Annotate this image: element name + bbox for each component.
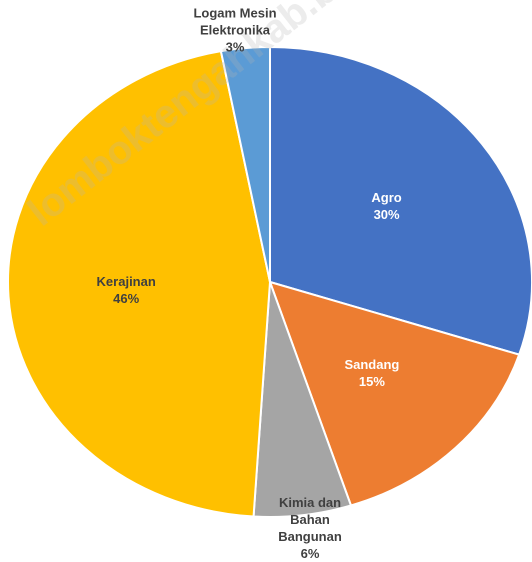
value-label: 46%	[113, 291, 140, 307]
category-label: Kerajinan	[96, 274, 156, 290]
slice-label: Agro 30%	[371, 189, 401, 223]
category-label: Logam Mesin Elektronika	[193, 5, 277, 38]
pie-slice	[7, 50, 272, 518]
value-label: 30%	[373, 207, 400, 223]
pie-slice	[269, 45, 532, 356]
category-label: Agro	[371, 190, 402, 206]
pie-slice	[219, 45, 271, 283]
slice-label: Kimia dan Bahan Bangunan 6%	[265, 494, 355, 562]
value-label: 6%	[300, 546, 320, 561]
slice-label: Sandang 15%	[344, 356, 399, 390]
category-label: Kimia dan Bahan Bangunan	[278, 495, 342, 544]
category-label: Sandang	[344, 357, 400, 373]
slice-label: Logam Mesin Elektronika 3%	[180, 5, 290, 56]
value-label: 15%	[358, 374, 385, 390]
value-label: 3%	[225, 39, 245, 55]
slice-label: Kerajinan 46%	[97, 273, 156, 307]
pie-slice	[268, 280, 521, 507]
